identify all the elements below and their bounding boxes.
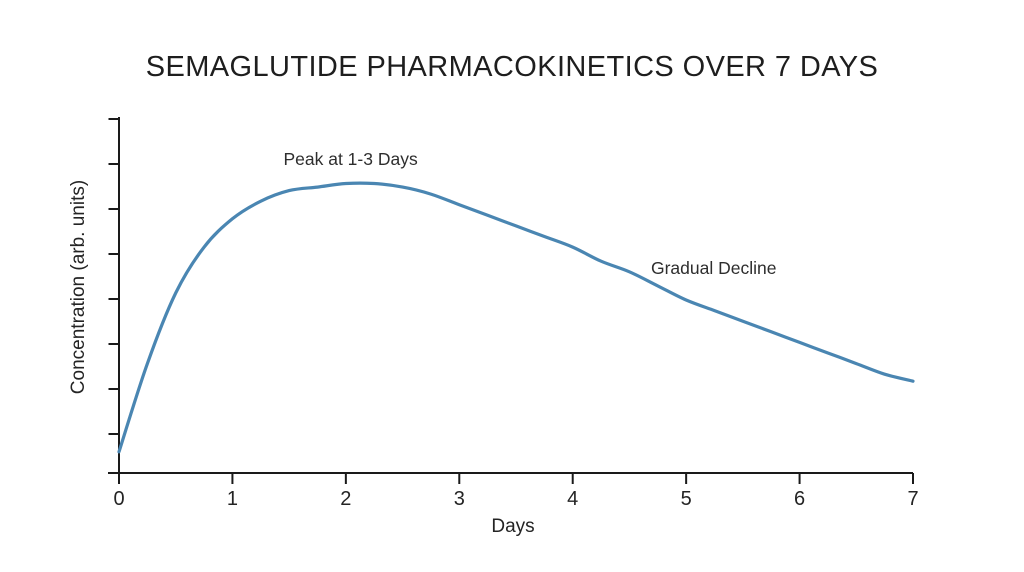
x-tick-labels: 0 1 2 3 4 5 6 7 [113, 488, 918, 510]
x-axis-label: Days [491, 516, 535, 537]
x-tick-label: 1 [227, 488, 238, 510]
x-tick-label: 2 [340, 488, 351, 510]
axis-spines [108, 117, 913, 474]
x-tick-label: 6 [794, 488, 805, 510]
x-tick-label: 5 [681, 488, 692, 510]
y-axis-label: Concentration (arb. units) [68, 179, 89, 395]
x-tick-label: 0 [113, 488, 124, 510]
concentration-curve [117, 181, 915, 454]
chart-title: SEMAGLUTIDE PHARMACOKINETICS OVER 7 DAYS [145, 51, 879, 83]
axes [108, 117, 914, 484]
annotation-peak-at-1-3-days: Peak at 1-3 Days [283, 148, 418, 169]
x-tick-label: 4 [567, 488, 578, 510]
x-tick-label: 7 [907, 488, 918, 510]
x-tick-label: 3 [454, 488, 465, 510]
annotation-gradual-decline: Gradual Decline [650, 258, 777, 279]
